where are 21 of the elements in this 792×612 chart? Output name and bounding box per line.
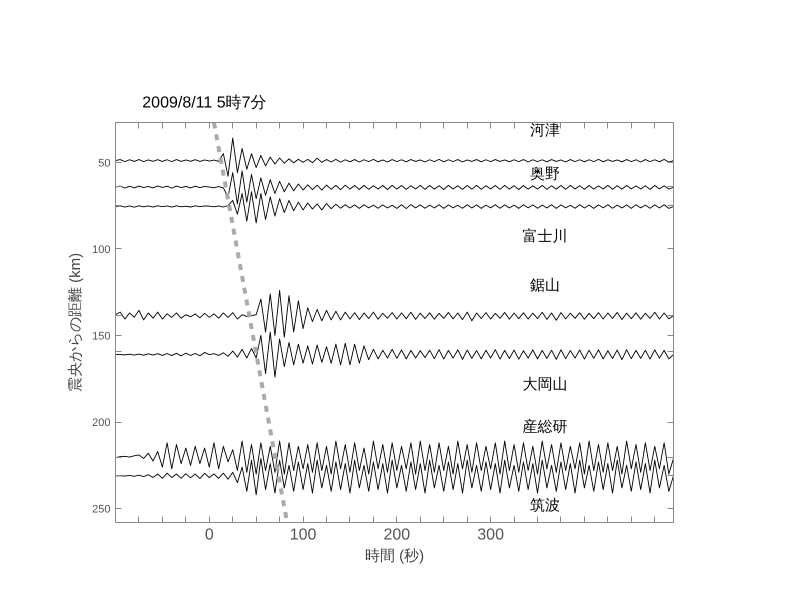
x-tick-label: 100 bbox=[290, 526, 317, 544]
x-tick-label: 300 bbox=[477, 526, 504, 544]
y-axis-title: 震央からの距離 (km) bbox=[67, 252, 84, 392]
series-label: 筑波 bbox=[530, 497, 560, 514]
line-series bbox=[116, 290, 674, 338]
x-tick-label: 0 bbox=[204, 526, 214, 544]
y-tick-label: 50 bbox=[98, 157, 111, 170]
series-label: 富士川 bbox=[522, 228, 568, 245]
series-label: 河津 bbox=[530, 122, 560, 140]
annotation: 2009/8/11 5時7分 bbox=[142, 94, 267, 112]
y-tick-label: 200 bbox=[92, 417, 111, 430]
y-tick-label: 150 bbox=[92, 330, 111, 342]
series-label: 鋸山 bbox=[530, 277, 560, 294]
line-series bbox=[116, 332, 674, 378]
y-tick-label: 100 bbox=[92, 244, 111, 256]
x-axis-title: 時間 (秒) bbox=[364, 548, 424, 564]
series-label: 奥野 bbox=[530, 166, 560, 183]
series-label: 産総研 bbox=[522, 418, 568, 436]
y-tick-label: 250 bbox=[92, 504, 111, 516]
series-label: 大岡山 bbox=[522, 376, 568, 394]
x-tick-label: 200 bbox=[383, 526, 410, 544]
